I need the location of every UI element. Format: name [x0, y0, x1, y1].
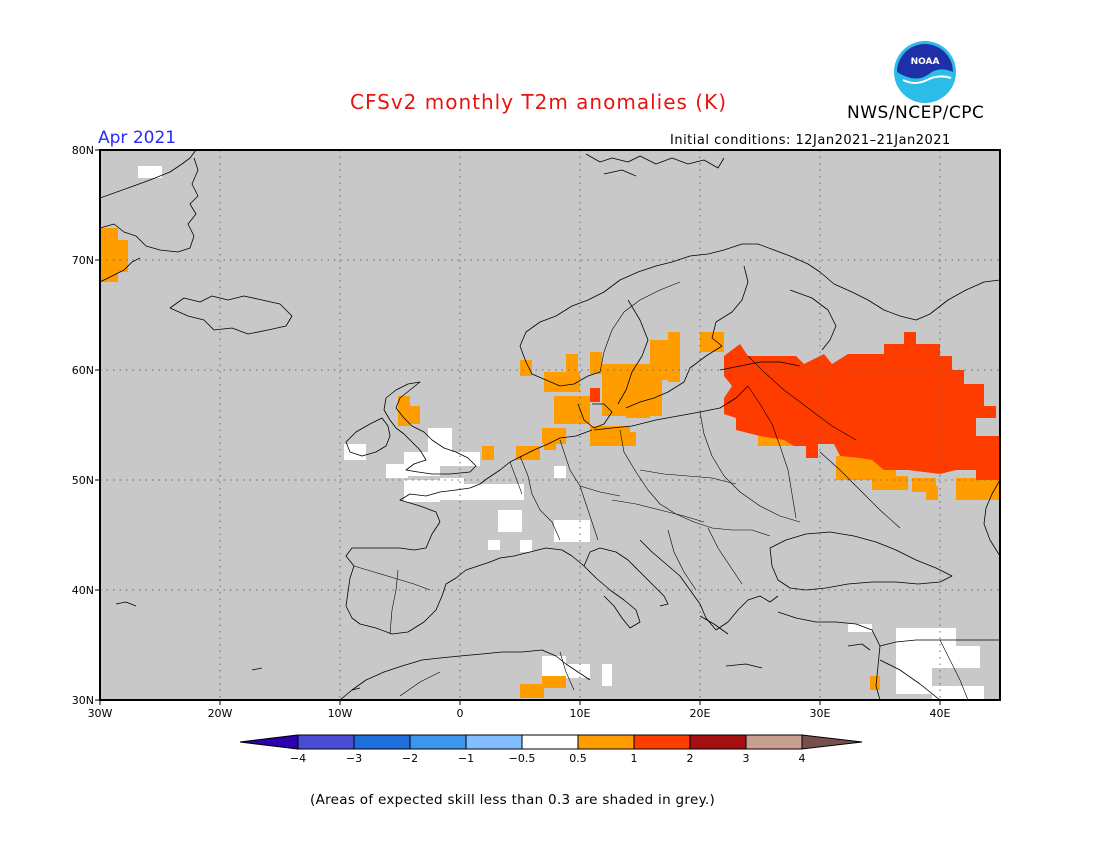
- lon-tick-label: 10E: [570, 707, 591, 720]
- colorbar-label: 2: [687, 752, 694, 765]
- longitude-axis: 30W 20W 10W 0 10E 20E 30E 40E: [88, 700, 951, 720]
- lon-tick-label: 20W: [208, 707, 233, 720]
- coastlines: [100, 150, 1000, 700]
- colorbar-box: [689, 734, 747, 750]
- lon-tick-label: 30W: [88, 707, 113, 720]
- colorbar-label: 3: [743, 752, 750, 765]
- lat-tick-label: 80N: [72, 144, 94, 157]
- valid-month: Apr 2021: [98, 128, 177, 148]
- initial-conditions: Initial conditions: 12Jan2021–21Jan2021: [670, 133, 951, 148]
- colorbar-label: −2: [402, 752, 418, 765]
- lat-tick-label: 50N: [72, 474, 94, 487]
- lon-tick-label: 30E: [810, 707, 831, 720]
- colorbar-label: −3: [346, 752, 362, 765]
- lon-tick-label: 20E: [690, 707, 711, 720]
- lat-tick-label: 30N: [72, 694, 94, 707]
- colorbar-min-arrow: [239, 734, 299, 750]
- country-borders: [353, 281, 969, 700]
- colorbar-box: [745, 734, 803, 750]
- colorbar-label: −0.5: [509, 752, 536, 765]
- colorbar-label: −4: [290, 752, 306, 765]
- lon-tick-label: 10W: [328, 707, 353, 720]
- graticule: [100, 150, 1000, 700]
- lon-tick-label: 0: [457, 707, 464, 720]
- warm-anomaly-1-2: [590, 332, 1000, 480]
- colorbar-box: [353, 734, 411, 750]
- colorbar-box: [521, 734, 579, 750]
- colorbar-box: [297, 734, 355, 750]
- colorbar-label: 0.5: [569, 752, 587, 765]
- noaa-logo: NOAA: [894, 41, 956, 103]
- near-normal-shading: [138, 166, 984, 700]
- lon-tick-label: 40E: [930, 707, 951, 720]
- colorbar-box: [465, 734, 523, 750]
- colorbar: −4 −3 −2 −1 −0.5 0.5 1 2 3 4: [239, 734, 863, 765]
- colorbar-label: 1: [631, 752, 638, 765]
- chart-title: CFSv2 monthly T2m anomalies (K): [350, 90, 727, 114]
- colorbar-label: 4: [799, 752, 806, 765]
- skill-footnote: (Areas of expected skill less than 0.3 a…: [310, 792, 716, 808]
- colorbar-box: [633, 734, 691, 750]
- lat-tick-label: 60N: [72, 364, 94, 377]
- organization-label: NWS/NCEP/CPC: [847, 103, 985, 123]
- colorbar-max-arrow: [801, 734, 863, 750]
- svg-text:NOAA: NOAA: [911, 57, 940, 67]
- map-frame: [99, 149, 1001, 701]
- colorbar-box: [409, 734, 467, 750]
- latitude-axis: 80N 70N 60N 50N 40N 30N: [72, 144, 100, 707]
- lat-tick-label: 70N: [72, 254, 94, 267]
- colorbar-label: −1: [458, 752, 474, 765]
- colorbar-box: [577, 734, 635, 750]
- lat-tick-label: 40N: [72, 584, 94, 597]
